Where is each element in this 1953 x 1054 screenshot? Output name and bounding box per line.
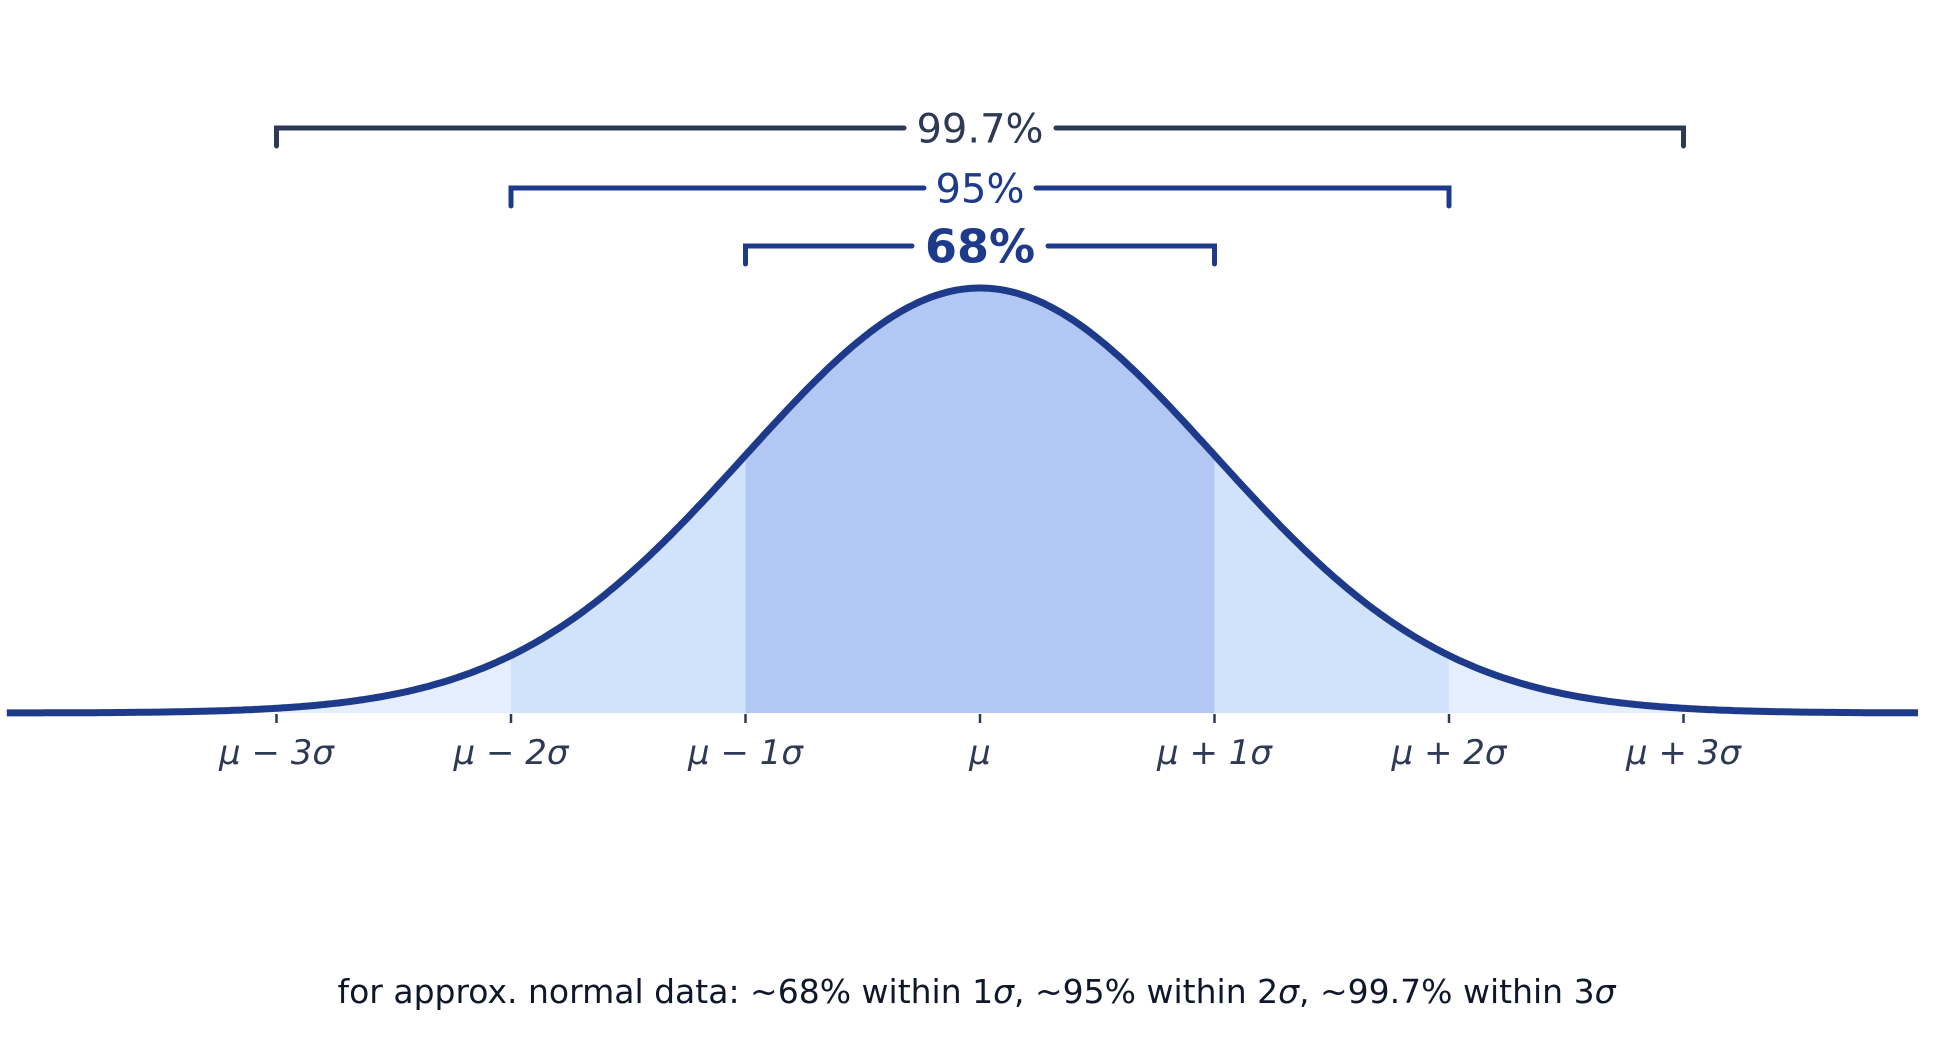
caption-mid-2: , ~99.7% within 3 [1299,972,1595,1011]
bracket-label: 95% [936,166,1025,212]
density-curve-layer [6,284,1919,717]
interval-brackets: 68% 95% 99.7% [274,106,1686,274]
caption-sigma-3: σ [1594,972,1616,1011]
x-tick-label: μ + 1σ [1156,733,1273,773]
bracket-label: 68% [925,220,1035,274]
x-tick-label: μ − 1σ [687,733,804,773]
bracket-line-left [508,185,927,209]
bracket-68pct: 68% [743,220,1217,274]
x-tick-label: μ − 3σ [218,733,335,773]
bracket-line-left [274,125,907,149]
x-tick-label: μ − 2σ [453,733,570,773]
caption-sigma-2: σ [1278,972,1300,1011]
x-tick-label: μ + 3σ [1625,733,1742,773]
bracket-95pct: 95% [508,166,1452,212]
density-curve [6,284,1919,717]
bracket-line-right [1033,185,1452,209]
bracket-line-left [743,243,915,267]
region-68pct [745,288,1215,713]
caption-prefix: for approx. normal data: ~68% within 1 [337,972,994,1011]
shaded-regions [276,288,1684,713]
chart-caption: for approx. normal data: ~68% within 1σ,… [0,972,1953,1011]
bracket-label: 99.7% [916,106,1043,152]
bracket-line-right [1053,125,1686,149]
bracket-99-7pct: 99.7% [274,106,1686,152]
x-tick-label: μ + 2σ [1391,733,1508,773]
bracket-line-right [1045,243,1217,267]
caption-mid-1: , ~95% within 2 [1014,972,1279,1011]
x-axis-ticks: μ − 3σ μ − 2σ μ − 1σ μ μ + 1σ μ + 2σ μ + 3σ [218,714,1742,773]
x-tick-label: μ [968,733,991,773]
caption-sigma-1: σ [993,972,1015,1011]
